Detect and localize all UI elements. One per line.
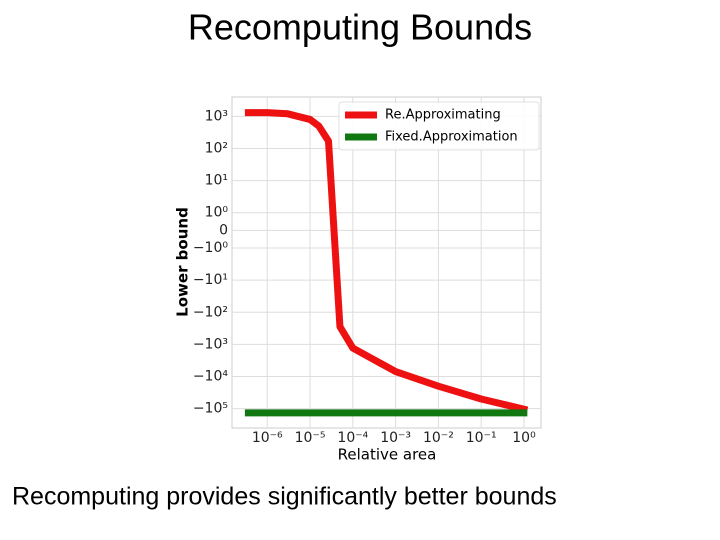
y-tick-label: −10⁴ [193, 369, 229, 385]
x-tick-label: 10⁻⁵ [295, 430, 326, 446]
x-axis-label: Relative area [338, 446, 437, 464]
y-tick-label: −10¹ [193, 272, 228, 288]
y-tick-label: 10² [205, 140, 228, 156]
caption: Recomputing provides significantly bette… [12, 483, 557, 511]
x-tick-label: 10⁻¹ [466, 430, 497, 446]
x-tick-label: 10⁻⁴ [337, 430, 368, 446]
y-tick-label: 10¹ [205, 173, 228, 189]
series-line [244, 109, 529, 414]
legend-box [338, 101, 540, 151]
y-axis-label: Lower bound [174, 207, 192, 317]
y-tick-label: −10³ [193, 336, 228, 352]
x-tick-label: 10⁻⁶ [252, 430, 283, 446]
y-tick-label: 10³ [205, 108, 228, 124]
legend-label: Fixed.Approximation [385, 130, 518, 145]
y-tick-label: −10⁵ [193, 401, 228, 417]
y-tick-label: 10⁰ [205, 205, 229, 221]
y-tick-label: −10² [193, 304, 228, 320]
x-tick-label: 10⁻³ [380, 430, 411, 446]
slide-title: Recomputing Bounds [188, 7, 532, 48]
plot-area [231, 96, 542, 429]
y-tick-label: 0 [219, 222, 228, 238]
legend-label: Re.Approximating [385, 108, 501, 123]
x-tick-label: 10⁰ [512, 430, 536, 446]
y-tick-label: −10⁰ [193, 240, 229, 256]
x-tick-label: 10⁻² [423, 430, 454, 446]
